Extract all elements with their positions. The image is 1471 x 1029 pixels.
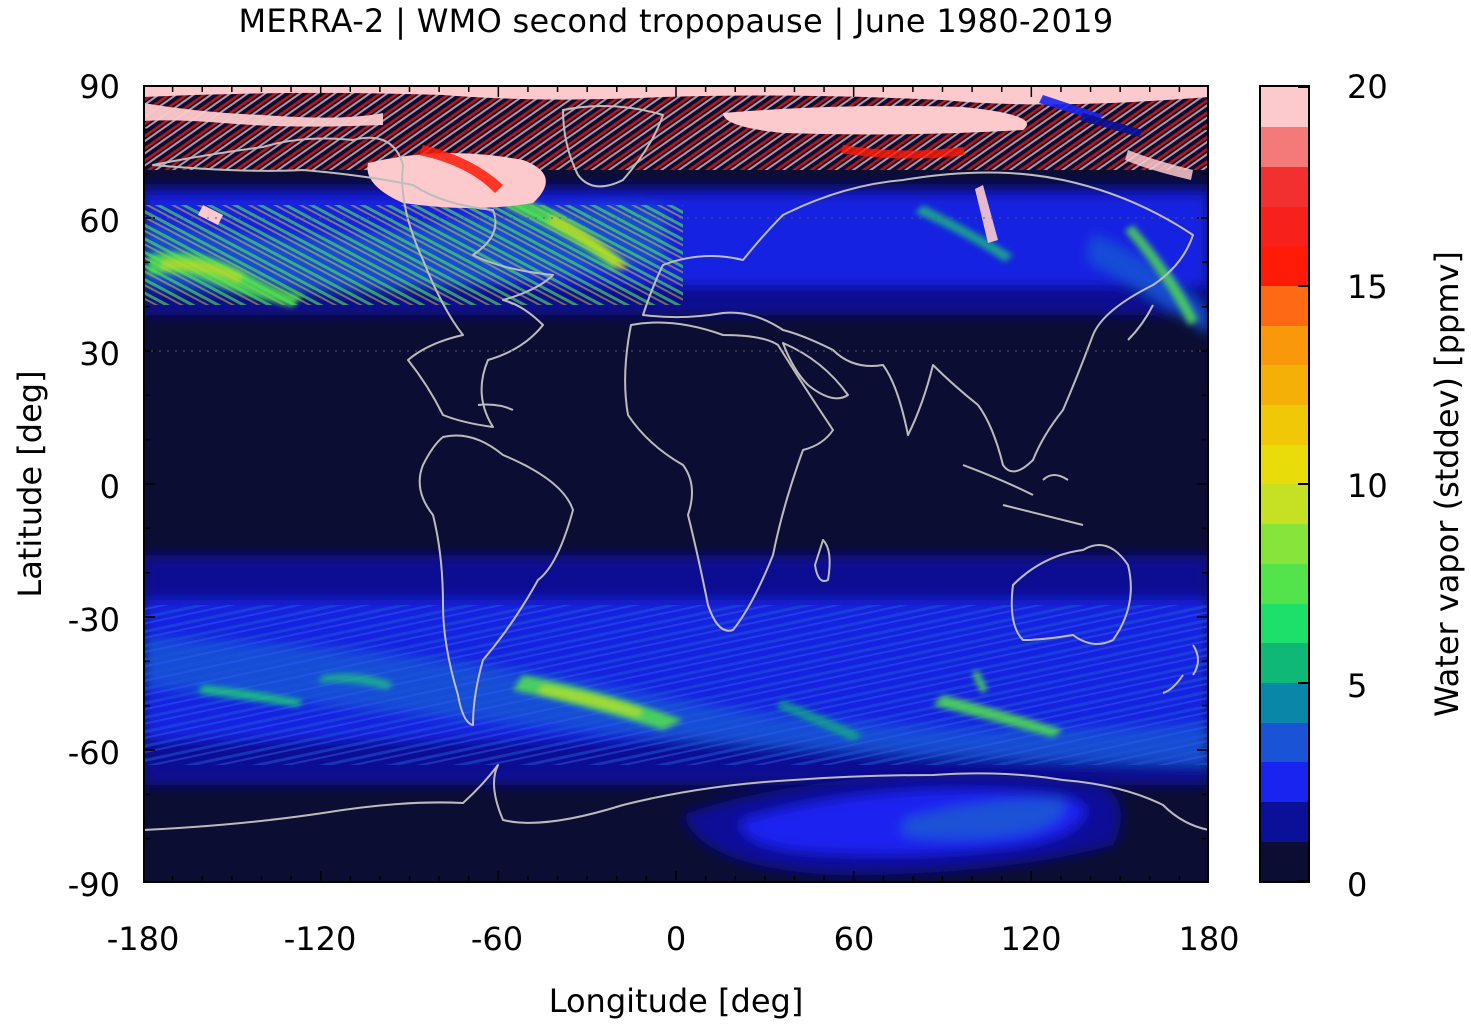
- colorbar: [1259, 85, 1310, 883]
- coast-antarctica: [143, 764, 1209, 831]
- y-axis-label: Latitude [deg]: [11, 370, 49, 598]
- colorbar-segment: [1261, 801, 1308, 842]
- y-tick-label: -60: [67, 734, 120, 772]
- colorbar-segment: [1261, 642, 1308, 683]
- colorbar-tick-label: 10: [1347, 467, 1388, 505]
- coast-arabia: [782, 342, 849, 400]
- colorbar-tick-mark: [1298, 284, 1308, 287]
- colorbar-segment: [1261, 761, 1308, 803]
- coast-cuba: [477, 403, 514, 411]
- colorbar-segment: [1261, 206, 1308, 247]
- antarctic-field: [683, 774, 1121, 875]
- map-plot-area: [143, 85, 1209, 883]
- coast-europe-asia: [642, 171, 1194, 473]
- y-tick-label: 60: [79, 202, 120, 240]
- coast-madagascar: [814, 539, 831, 582]
- coast-new-zealand: [1162, 644, 1199, 694]
- coast-australia: [1010, 544, 1132, 645]
- colorbar-segment: [1261, 245, 1308, 286]
- colorbar-segment: [1261, 563, 1308, 604]
- chart-title: MERRA-2 | WMO second tropopause | June 1…: [238, 2, 1114, 40]
- colorbar-tick-mark: [1298, 681, 1308, 684]
- colorbar-segment: [1261, 841, 1308, 881]
- colorbar-segment: [1261, 364, 1308, 406]
- heatmap-svg: [143, 85, 1209, 883]
- colorbar-segment: [1261, 722, 1308, 763]
- y-tick-label: -30: [67, 601, 120, 639]
- colorbar-tick-label: 5: [1347, 667, 1368, 705]
- colorbar-tick-label: 0: [1347, 866, 1368, 904]
- sh-green-jets: [198, 670, 1063, 741]
- y-tick-label: 30: [79, 335, 120, 373]
- colorbar-tick-mark: [1298, 87, 1308, 88]
- colorbar-tick-label: 20: [1347, 68, 1388, 106]
- x-tick-label: -180: [106, 920, 180, 958]
- colorbar-label: Water vapor (stddev) [ppmv]: [1428, 251, 1466, 717]
- colorbar-tick-mark: [1298, 483, 1308, 485]
- x-axis-label: Longitude [deg]: [548, 982, 804, 1020]
- sh-streaks: [143, 605, 1209, 765]
- coast-africa: [624, 321, 834, 632]
- colorbar-tick-label: 15: [1347, 268, 1388, 306]
- x-tick-label: -120: [283, 920, 357, 958]
- colorbar-segment: [1261, 166, 1308, 207]
- colorbar-tick-mark: [1298, 880, 1308, 881]
- coast-greenland: [562, 105, 664, 188]
- y-tick-label: 90: [79, 68, 120, 106]
- nh-green-jets: [148, 195, 1198, 325]
- x-tick-label: -60: [470, 920, 524, 958]
- colorbar-segment: [1261, 325, 1308, 366]
- coast-north-america: [152, 136, 554, 428]
- coast-south-america: [418, 434, 574, 726]
- colorbar-segment: [1261, 484, 1308, 525]
- colorbar-segment: [1261, 87, 1308, 128]
- colorbar-segment: [1261, 444, 1308, 485]
- colorbar-segment: [1261, 285, 1308, 326]
- x-tick-label: 60: [833, 920, 875, 958]
- y-tick-label: 0: [99, 468, 120, 506]
- coast-indonesia: [962, 464, 1084, 526]
- coastlines: [143, 105, 1209, 831]
- colorbar-segment: [1261, 126, 1308, 167]
- colorbar-segment: [1261, 603, 1308, 644]
- colorbar-segment: [1261, 523, 1308, 564]
- coast-japan: [1127, 304, 1154, 341]
- colorbar-segment: [1261, 682, 1308, 723]
- y-tick-label: -90: [67, 866, 120, 904]
- colorbar-segment: [1261, 404, 1308, 445]
- x-tick-label: 0: [665, 920, 687, 958]
- x-tick-label: 120: [1000, 920, 1062, 958]
- x-tick-label: 180: [1178, 920, 1240, 958]
- arctic-field: [143, 85, 1209, 243]
